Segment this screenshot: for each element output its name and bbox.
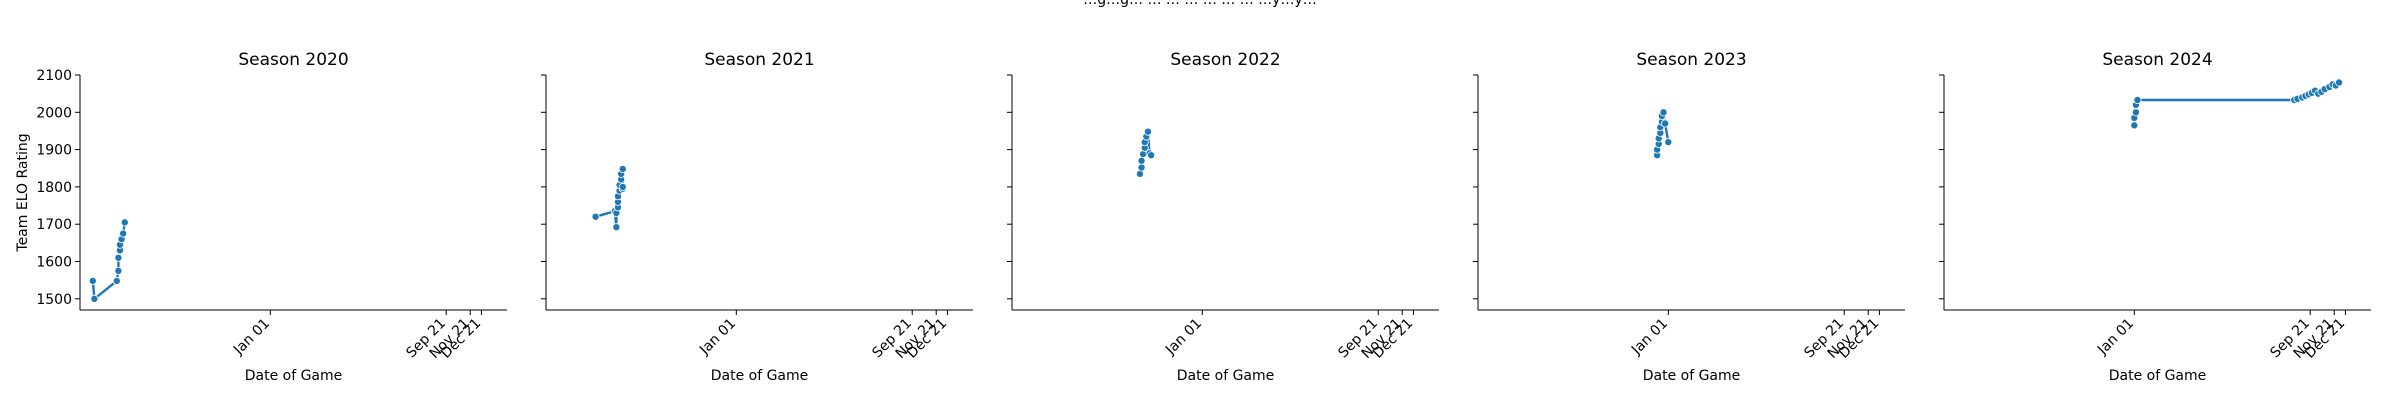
data-point xyxy=(120,218,129,227)
chart-panel-1: Season 2020 1500 1600 1700 1800 1900 2000 2100 J… xyxy=(15,50,507,384)
data-point xyxy=(88,276,97,285)
x-axis-label: Date of Game xyxy=(1177,368,1275,384)
data-point xyxy=(114,253,123,262)
data-point xyxy=(591,212,600,221)
y-tick-label: 1700 xyxy=(36,217,72,233)
panel-title: Season 2021 xyxy=(704,50,814,70)
data-point xyxy=(119,229,128,238)
y-tick-label: 1800 xyxy=(36,180,72,196)
data-point xyxy=(90,294,99,303)
data-point xyxy=(112,276,121,285)
panel-title: Season 2024 xyxy=(2102,50,2212,70)
x-tick-label: Jan 01 xyxy=(230,316,273,359)
panel-title: Season 2023 xyxy=(1636,50,1746,70)
series-line xyxy=(2133,81,2340,126)
x-axis-label: Date of Game xyxy=(2109,368,2207,384)
x-axis-label: Date of Game xyxy=(245,368,343,384)
x-axis-label: Date of Game xyxy=(711,368,809,384)
data-point xyxy=(1137,163,1146,172)
panel-title: Season 2020 xyxy=(238,50,348,70)
data-point xyxy=(1143,127,1152,136)
y-tick-label: 2100 xyxy=(36,68,72,84)
x-tick-label: Jan 01 xyxy=(1162,316,1205,359)
data-point xyxy=(1137,156,1146,165)
data-point xyxy=(612,223,621,232)
data-point xyxy=(2335,78,2344,87)
y-tick-label: 1500 xyxy=(36,292,72,308)
panel-title: Season 2022 xyxy=(1170,50,1280,70)
y-axis-label: Team ELO Rating xyxy=(15,133,31,252)
data-point xyxy=(1664,138,1673,147)
data-point xyxy=(618,182,627,191)
data-point xyxy=(2131,108,2140,117)
data-point xyxy=(618,164,627,173)
data-point xyxy=(2130,121,2139,130)
y-tick-label: 1600 xyxy=(36,255,72,271)
y-tick-label: 1900 xyxy=(36,143,72,159)
data-point xyxy=(1659,108,1668,117)
x-tick-label: Jan 01 xyxy=(1628,316,1671,359)
chart-panels: Season 2020 1500 1600 1700 1800 1900 2000 2100 J… xyxy=(15,50,2371,384)
y-tick-label: 2000 xyxy=(36,105,72,121)
x-axis-label: Date of Game xyxy=(1643,368,1741,384)
data-point xyxy=(114,266,123,275)
x-tick-label: Jan 01 xyxy=(696,316,739,359)
data-point xyxy=(1661,119,1670,128)
data-point xyxy=(2133,95,2142,104)
data-point xyxy=(1147,151,1156,160)
x-tick-label: Jan 01 xyxy=(2094,316,2137,359)
figure-suptitle: …g…g… … … … … … … …y…y… xyxy=(1083,0,1317,8)
